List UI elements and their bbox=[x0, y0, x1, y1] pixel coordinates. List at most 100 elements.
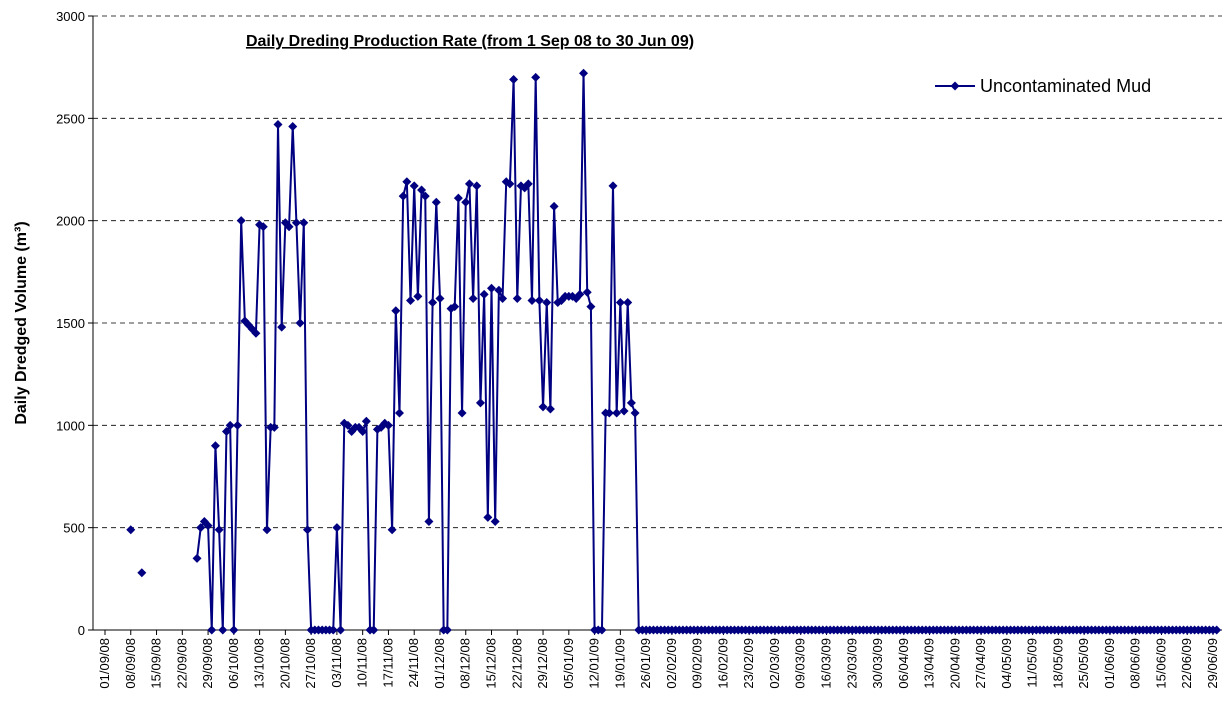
x-tick-label: 13/10/08 bbox=[252, 638, 267, 689]
point bbox=[442, 625, 452, 635]
x-tick-label: 15/12/08 bbox=[484, 638, 499, 689]
point bbox=[450, 302, 460, 312]
x-tick-label: 22/09/08 bbox=[174, 638, 189, 689]
x-tick-label: 26/01/09 bbox=[638, 638, 653, 689]
point bbox=[538, 402, 548, 412]
x-tick-label: 04/05/09 bbox=[999, 638, 1014, 689]
point bbox=[343, 420, 353, 430]
point bbox=[229, 625, 239, 635]
point bbox=[262, 525, 272, 535]
x-tick-label: 15/06/09 bbox=[1153, 638, 1168, 689]
x-tick-label: 02/03/09 bbox=[767, 638, 782, 689]
point bbox=[295, 318, 305, 328]
point bbox=[457, 408, 467, 418]
point bbox=[475, 398, 485, 408]
point bbox=[582, 287, 592, 297]
point bbox=[218, 625, 228, 635]
point bbox=[619, 406, 629, 416]
point bbox=[409, 181, 419, 191]
x-tick-label: 01/06/09 bbox=[1102, 638, 1117, 689]
point bbox=[299, 218, 309, 228]
x-tick-label: 05/01/09 bbox=[561, 638, 576, 689]
x-tick-label: 02/02/09 bbox=[664, 638, 679, 689]
point bbox=[531, 72, 541, 82]
x-tick-label: 11/05/09 bbox=[1025, 638, 1040, 688]
point bbox=[472, 181, 482, 191]
point bbox=[203, 521, 213, 531]
x-tick-label: 18/05/09 bbox=[1050, 638, 1065, 689]
x-tick-label: 08/06/09 bbox=[1128, 638, 1143, 689]
point bbox=[358, 426, 368, 436]
point bbox=[490, 517, 500, 527]
point bbox=[612, 408, 622, 418]
point bbox=[468, 293, 478, 303]
point bbox=[236, 216, 246, 226]
point bbox=[383, 420, 393, 430]
point bbox=[575, 289, 585, 299]
point bbox=[623, 298, 633, 308]
point bbox=[332, 523, 342, 533]
point bbox=[277, 322, 287, 332]
x-tick-label: 12/01/09 bbox=[587, 638, 602, 689]
point bbox=[288, 122, 298, 132]
point bbox=[424, 517, 434, 527]
point bbox=[545, 404, 555, 414]
x-tick-label: 29/06/09 bbox=[1205, 638, 1220, 689]
y-tick-label: 2000 bbox=[56, 214, 85, 229]
x-tick-label: 03/11/08 bbox=[329, 638, 344, 688]
point bbox=[579, 68, 589, 78]
point bbox=[417, 185, 427, 195]
point bbox=[398, 191, 408, 201]
x-tick-label: 17/11/08 bbox=[380, 638, 395, 688]
point bbox=[214, 525, 224, 535]
y-axis-title: Daily Dredged Volume (m³) bbox=[13, 221, 30, 424]
point bbox=[626, 398, 636, 408]
legend-label: Uncontaminated Mud bbox=[980, 76, 1151, 96]
point bbox=[512, 293, 522, 303]
point bbox=[391, 306, 401, 316]
x-tick-label: 19/01/09 bbox=[612, 638, 627, 689]
point bbox=[258, 222, 268, 232]
point bbox=[428, 298, 438, 308]
x-tick-label: 08/12/08 bbox=[458, 638, 473, 689]
y-tick-label: 1000 bbox=[56, 418, 85, 433]
point bbox=[192, 553, 202, 563]
x-tick-label: 01/09/08 bbox=[97, 638, 112, 689]
y-tick-label: 500 bbox=[63, 521, 85, 536]
x-tick-label: 20/10/08 bbox=[277, 638, 292, 689]
point bbox=[336, 625, 346, 635]
point bbox=[137, 568, 147, 578]
point bbox=[406, 295, 416, 305]
point bbox=[523, 179, 533, 189]
point bbox=[479, 289, 489, 299]
point bbox=[225, 420, 235, 430]
x-tick-label: 24/11/08 bbox=[406, 638, 421, 688]
point bbox=[273, 119, 283, 129]
y-tick-label: 1500 bbox=[56, 316, 85, 331]
point bbox=[527, 295, 537, 305]
x-tick-label: 06/10/08 bbox=[226, 638, 241, 689]
point bbox=[207, 625, 217, 635]
y-tick-label: 0 bbox=[78, 623, 85, 638]
point bbox=[126, 525, 136, 535]
x-tick-label: 16/02/09 bbox=[715, 638, 730, 689]
point bbox=[233, 420, 243, 430]
y-tick-label: 2500 bbox=[56, 111, 85, 126]
x-tick-label: 08/09/08 bbox=[123, 638, 138, 689]
point bbox=[284, 222, 294, 232]
point bbox=[361, 416, 371, 426]
point bbox=[597, 625, 607, 635]
point bbox=[435, 293, 445, 303]
x-tick-label: 13/04/09 bbox=[922, 638, 937, 689]
point bbox=[464, 179, 474, 189]
x-tick-label: 01/12/08 bbox=[432, 638, 447, 689]
point bbox=[196, 523, 206, 533]
point bbox=[420, 191, 430, 201]
point bbox=[498, 293, 508, 303]
point bbox=[210, 441, 220, 451]
point bbox=[615, 298, 625, 308]
point bbox=[505, 179, 515, 189]
point bbox=[369, 625, 379, 635]
x-tick-label: 23/02/09 bbox=[741, 638, 756, 689]
point bbox=[549, 201, 559, 211]
